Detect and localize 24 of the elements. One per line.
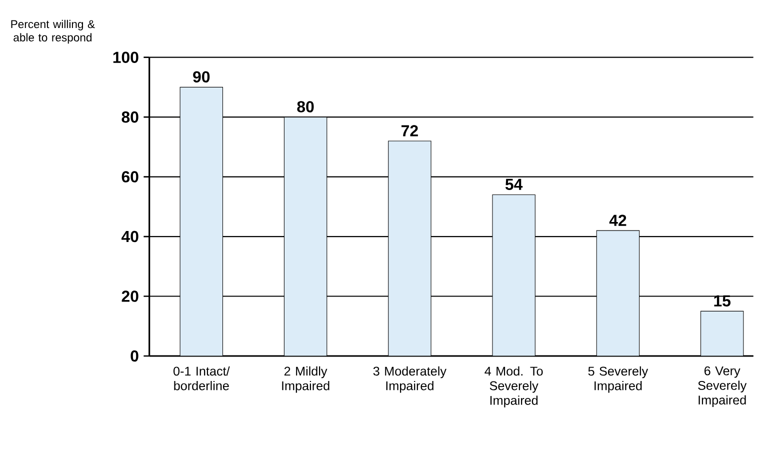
y-tick-label: 0 bbox=[130, 350, 138, 362]
data-label: 80 bbox=[297, 101, 314, 112]
bar bbox=[596, 230, 640, 356]
bar bbox=[388, 140, 432, 356]
data-label: 90 bbox=[193, 71, 210, 82]
x-tick-label: 0-1 Intact/ borderline bbox=[173, 366, 230, 390]
bar bbox=[700, 310, 744, 356]
y-tick-label: 20 bbox=[122, 290, 138, 302]
y-axis-title: Percent willing & able to respond bbox=[11, 20, 95, 44]
x-tick-label: 3 Moderately Impaired bbox=[373, 366, 446, 393]
data-label: 54 bbox=[505, 178, 523, 190]
data-label: 72 bbox=[402, 125, 418, 136]
y-tick-label: 40 bbox=[121, 230, 138, 242]
x-tick-label: 6 Very Severely Impaired bbox=[698, 366, 747, 408]
bar bbox=[492, 194, 536, 356]
y-tick-label: 60 bbox=[122, 171, 138, 182]
bar bbox=[284, 116, 328, 356]
x-tick-label: 5 Severely Impaired bbox=[588, 366, 648, 393]
y-tick-label: 80 bbox=[122, 111, 138, 123]
bar bbox=[180, 86, 223, 356]
x-tick-label: 4 Mod. To Severely Impaired bbox=[484, 366, 543, 408]
data-label: 42 bbox=[609, 214, 626, 226]
x-tick-label: 2 Mildly Impaired bbox=[282, 366, 330, 393]
y-tick-label: 100 bbox=[113, 52, 138, 63]
